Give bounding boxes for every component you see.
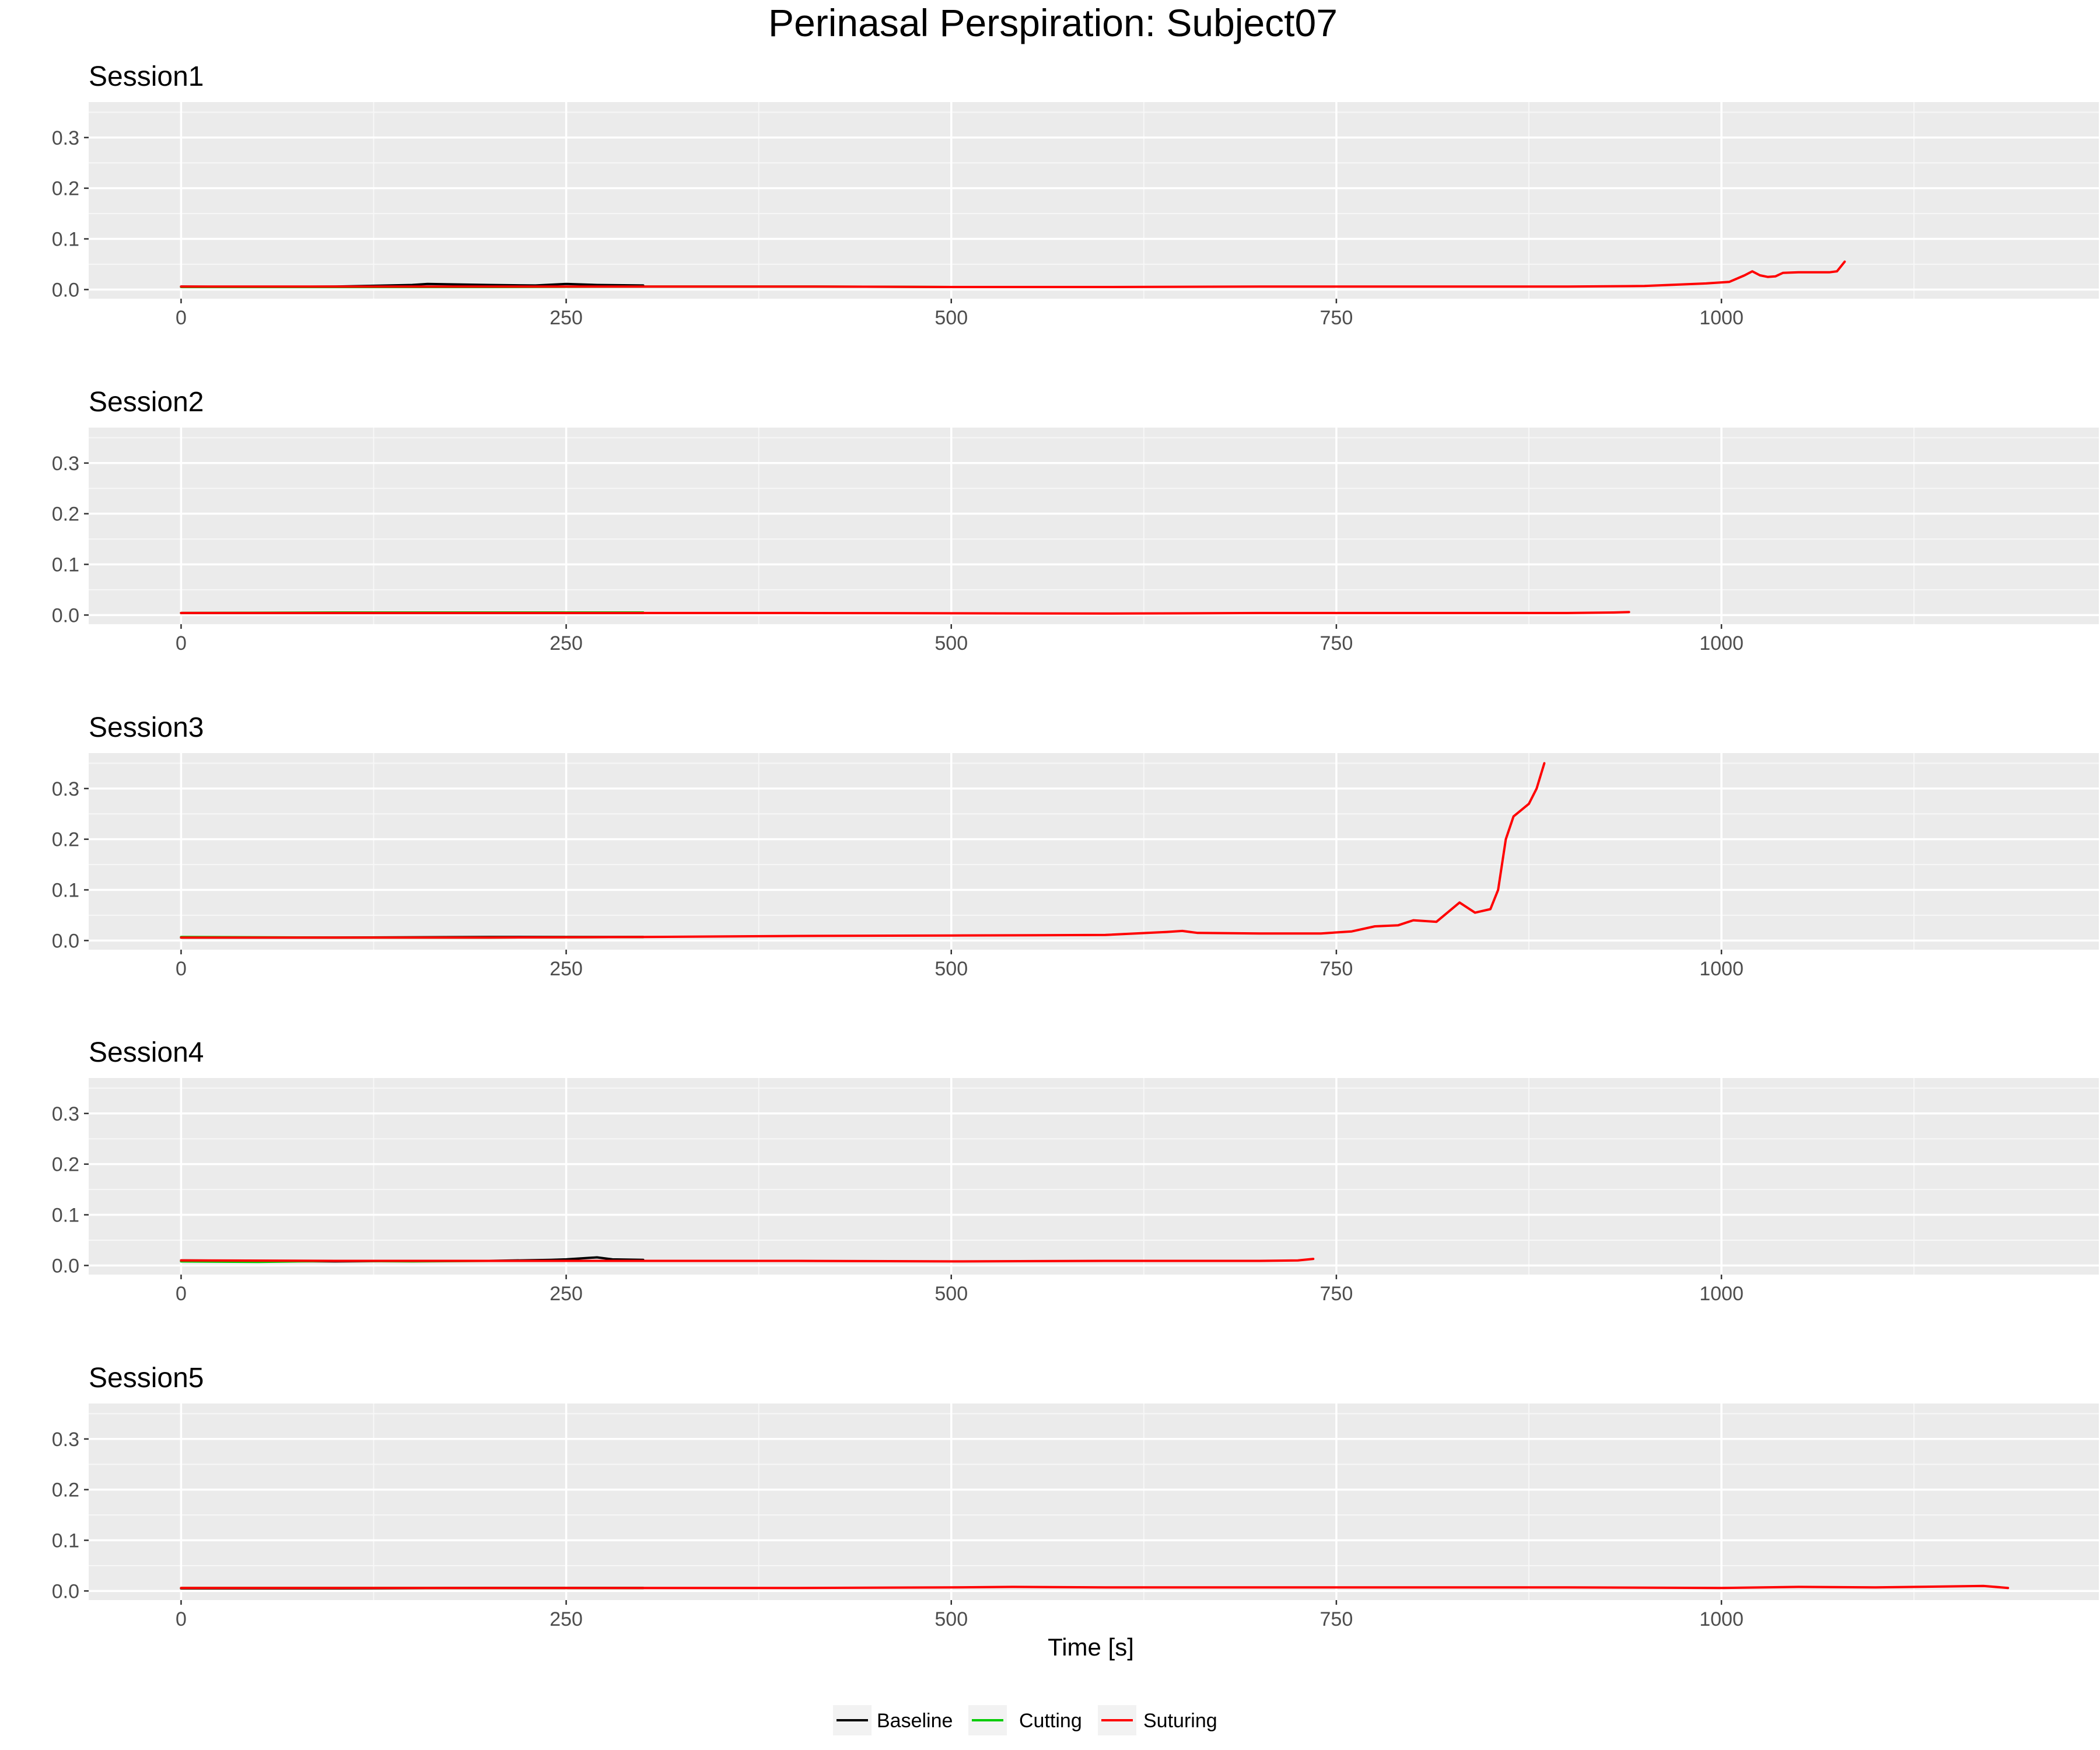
legend: Baseline Cutting Suturing (833, 1705, 1217, 1735)
x-tick-label: 0 (176, 1608, 187, 1630)
x-tick-label: 1000 (1699, 1283, 1744, 1305)
x-axis-label: Time [s] (1048, 1633, 1134, 1661)
panel-1: Session1 0.0 0.1 0.2 0.3 0 250 500 750 1000 (52, 61, 2099, 329)
y-tick-label: 0.1 (52, 880, 79, 902)
x-tick-label: 0 (176, 1283, 187, 1305)
x-tick-label: 0 (176, 632, 187, 654)
y-tick-label: 0.1 (52, 1530, 79, 1552)
y-tick-label: 0.1 (52, 1205, 79, 1227)
x-tick-label: 250 (550, 1608, 583, 1630)
x-tick-label: 750 (1320, 1608, 1353, 1630)
plot-background (89, 428, 2099, 624)
series-line-suturing (180, 762, 1546, 939)
y-tick-label: 0.3 (52, 453, 79, 475)
x-tick-label: 500 (935, 1608, 968, 1630)
legend-item-cutting: Cutting (968, 1705, 1082, 1735)
legend-label: Cutting (1019, 1710, 1082, 1732)
panel-title: Session3 (89, 712, 204, 743)
legend-item-baseline: Baseline (833, 1705, 953, 1735)
y-tick-label: 0.0 (52, 604, 79, 626)
x-tick-label: 250 (550, 958, 583, 980)
panel-title: Session5 (89, 1363, 204, 1394)
panel-5: Session5 0.0 0.1 0.2 0.3 0 250 500 750 1000 (52, 1363, 2099, 1630)
x-tick-label: 0 (176, 307, 187, 329)
y-tick-label: 0.3 (52, 127, 79, 149)
y-tick-label: 0.2 (52, 829, 79, 851)
panel-title: Session4 (89, 1037, 204, 1068)
x-tick-label: 500 (935, 632, 968, 654)
x-tick-label: 500 (935, 958, 968, 980)
y-tick-label: 0.2 (52, 1154, 79, 1176)
panel-3: Session3 0.0 0.1 0.2 0.3 0 250 500 750 1000 (52, 712, 2099, 980)
y-tick-label: 0.0 (52, 1580, 79, 1602)
y-tick-label: 0.3 (52, 1429, 79, 1451)
plot-background (89, 102, 2099, 299)
x-tick-label: 1000 (1699, 958, 1744, 980)
y-tick-label: 0.2 (52, 178, 79, 200)
panel-4: Session4 0.0 0.1 0.2 0.3 0 250 500 750 1000 (52, 1037, 2099, 1305)
series-line-suturing (180, 260, 1846, 288)
y-tick-label: 0.0 (52, 1255, 79, 1277)
x-tick-label: 0 (176, 958, 187, 980)
panel-title: Session1 (89, 61, 204, 92)
y-tick-label: 0.0 (52, 279, 79, 301)
x-tick-label: 1000 (1699, 1608, 1744, 1630)
series-line-suturing (180, 611, 1630, 615)
y-tick-label: 0.3 (52, 1103, 79, 1125)
series-line-suturing (180, 1258, 1315, 1263)
x-tick-label: 250 (550, 632, 583, 654)
panel-2: Session2 0.0 0.1 0.2 0.3 0 250 500 750 1000 (52, 387, 2099, 654)
x-tick-label: 500 (935, 1283, 968, 1305)
y-tick-label: 0.2 (52, 1479, 79, 1502)
panel-title: Session2 (89, 387, 204, 418)
y-tick-label: 0.1 (52, 554, 79, 576)
plot-background (89, 1078, 2099, 1275)
series-line-suturing (180, 1584, 2010, 1590)
x-tick-label: 500 (935, 307, 968, 329)
x-tick-label: 1000 (1699, 307, 1744, 329)
x-tick-label: 250 (550, 1283, 583, 1305)
x-tick-label: 1000 (1699, 632, 1744, 654)
legend-label: Suturing (1143, 1710, 1217, 1732)
x-tick-label: 750 (1320, 632, 1353, 654)
chart-title: Perinasal Perspiration: Subject07 (768, 1, 1338, 44)
y-tick-label: 0.1 (52, 229, 79, 251)
legend-item-suturing: Suturing (1098, 1705, 1217, 1735)
legend-label: Baseline (877, 1710, 953, 1732)
x-tick-label: 750 (1320, 1283, 1353, 1305)
y-tick-label: 0.2 (52, 503, 79, 526)
y-tick-label: 0.0 (52, 930, 79, 952)
x-tick-label: 750 (1320, 958, 1353, 980)
x-tick-label: 250 (550, 307, 583, 329)
plot-background (89, 753, 2099, 950)
y-tick-label: 0.3 (52, 778, 79, 800)
plot-background (89, 1404, 2099, 1600)
x-tick-label: 750 (1320, 307, 1353, 329)
